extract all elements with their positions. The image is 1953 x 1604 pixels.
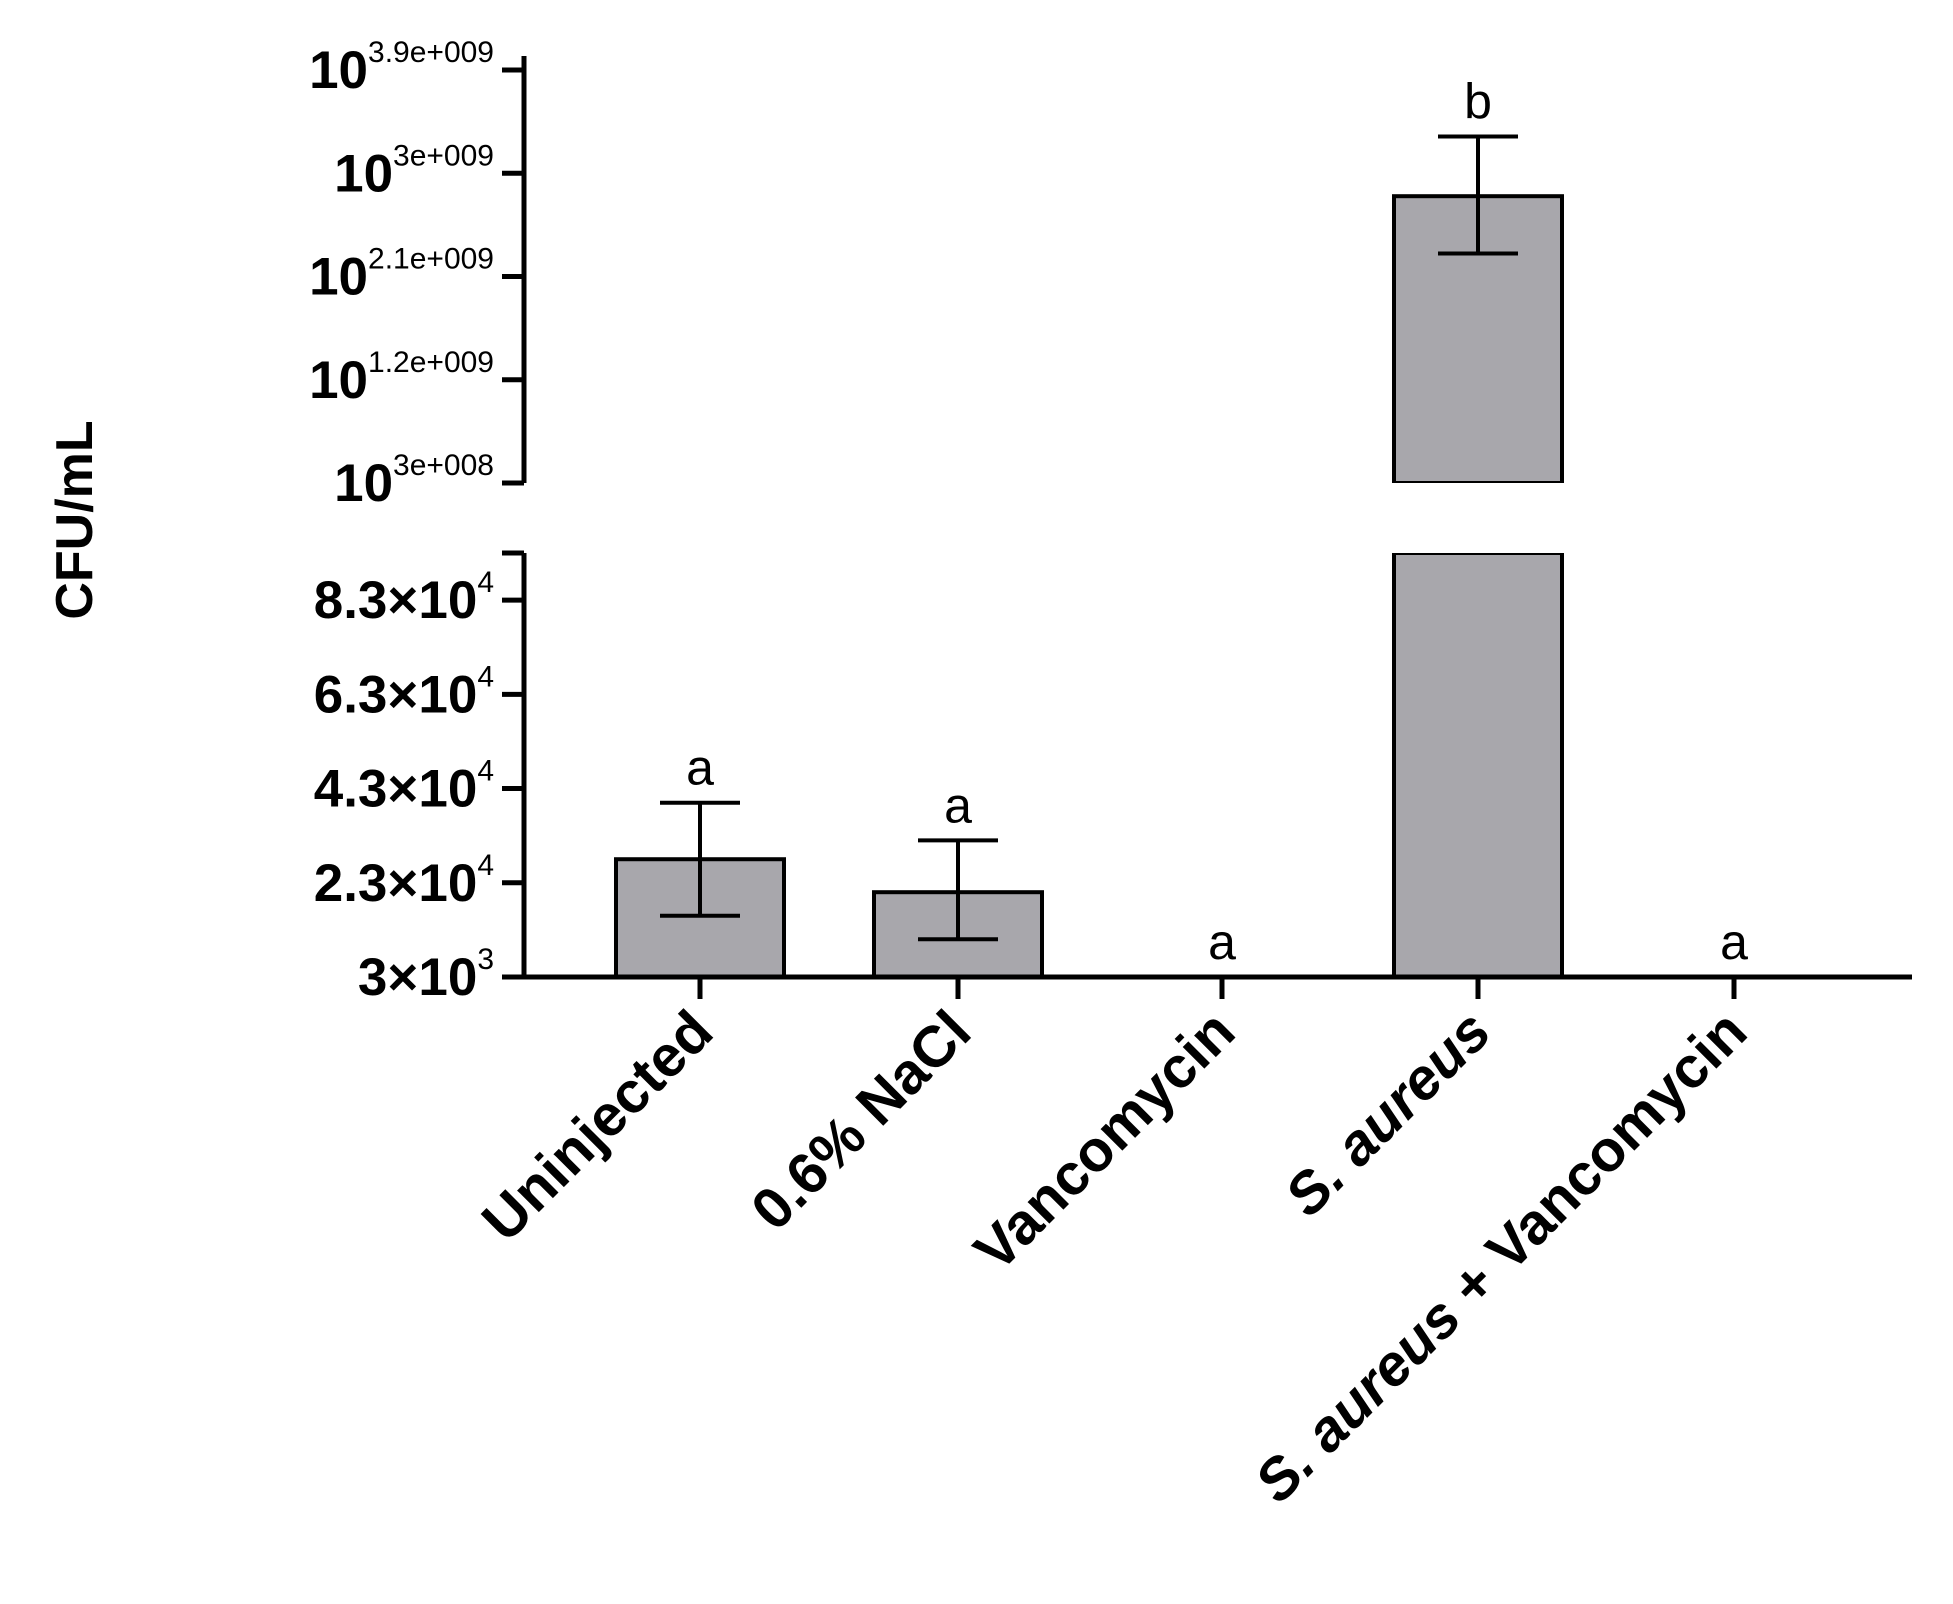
tick-label-base: 4.3×10 [314, 760, 478, 819]
tick-label-exponent: 4 [477, 755, 494, 788]
tick-label-exponent: 4 [477, 660, 494, 693]
tick-label-exponent: 3e+008 [393, 449, 494, 482]
tick-label-exponent: 3 [477, 943, 494, 976]
category-label: Vancomycin [962, 998, 1247, 1283]
tick-label-base: 10 [309, 41, 368, 100]
tick-label-base: 10 [309, 248, 368, 307]
significance-letter: a [1208, 914, 1236, 970]
tick-label-exponent: 3.9e+009 [368, 36, 494, 69]
tick-label-base: 10 [309, 351, 368, 410]
tick-label-base: 10 [334, 454, 393, 513]
upper_segment-tick-label: 103.9e+009 [309, 36, 494, 100]
category-label: S. aureus + Vancomycin [1242, 998, 1759, 1515]
tick-label-base: 6.3×10 [314, 665, 478, 724]
category-label: Uninjected [470, 998, 726, 1254]
upper_segment-tick-label: 103e+009 [334, 139, 494, 203]
significance-letter: a [1720, 914, 1748, 970]
tick-label-exponent: 2.1e+009 [368, 243, 494, 276]
tick-label-base: 3×10 [358, 948, 477, 1007]
tick-label-exponent: 3e+009 [393, 139, 494, 172]
significance-letter: b [1464, 74, 1492, 130]
lower_segment-tick-label: 4.3×104 [314, 755, 494, 819]
x-axis [524, 974, 1912, 999]
bar-lower-segment [1392, 551, 1564, 979]
upper-y-axis: 103e+008101.2e+009102.1e+009103e+009103.… [309, 36, 527, 513]
upper_segment-tick-label: 102.1e+009 [309, 243, 494, 307]
error-bars [660, 134, 1518, 942]
lower_segment-tick-label: 6.3×104 [314, 660, 494, 724]
tick-label-exponent: 1.2e+009 [368, 346, 494, 379]
lower_segment-tick-label: 3×103 [358, 943, 494, 1007]
upper_segment-tick-label: 103e+008 [334, 449, 494, 513]
tick-label-exponent: 4 [477, 566, 494, 599]
significance-letter: a [944, 777, 972, 833]
upper_segment-tick-label: 101.2e+009 [309, 346, 494, 410]
y-axis-title: CFU/mL [46, 420, 104, 619]
lower_segment-tick-label: 8.3×104 [314, 566, 494, 630]
lower_segment-tick-label: 2.3×104 [314, 849, 494, 913]
category-label: 0.6% NaCl [739, 998, 983, 1242]
tick-label-base: 2.3×10 [314, 854, 478, 913]
bar-break-gap [1391, 483, 1565, 553]
significance-letter: a [686, 740, 714, 796]
tick-label-exponent: 4 [477, 849, 494, 882]
bars [614, 194, 1565, 980]
bar [614, 857, 786, 980]
significance-letters: a a a b a [686, 74, 1748, 970]
tick-label-base: 8.3×10 [314, 571, 478, 630]
category-label: S. aureus [1273, 998, 1504, 1229]
tick-label-base: 10 [334, 144, 393, 203]
